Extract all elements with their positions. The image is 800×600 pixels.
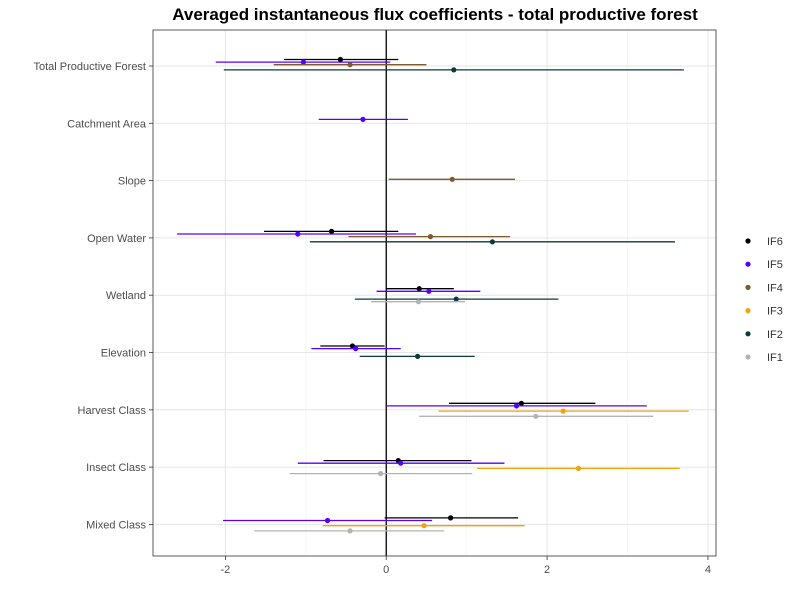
estimate-point <box>451 67 457 73</box>
legend-label: IF6 <box>767 236 783 248</box>
estimate-point <box>533 413 539 419</box>
legend-swatch <box>745 261 751 267</box>
y-tick-label: Mixed Class <box>86 519 146 531</box>
y-tick-label: Insect Class <box>86 462 146 474</box>
estimate-point <box>398 460 404 466</box>
y-tick-label: Harvest Class <box>78 405 147 417</box>
estimate-point <box>328 228 335 234</box>
estimate-point <box>453 296 459 302</box>
legend-label: IF3 <box>767 306 783 318</box>
estimate-point <box>426 288 432 294</box>
legend-swatch <box>745 308 751 314</box>
legend-swatch <box>745 354 751 360</box>
estimate-point <box>518 400 524 406</box>
estimate-point <box>449 176 455 182</box>
estimate-point <box>416 286 422 292</box>
legend-label: IF4 <box>767 282 783 294</box>
x-tick-label: -2 <box>220 564 230 576</box>
plot-panel <box>153 30 716 556</box>
y-tick-label: Slope <box>118 176 146 188</box>
estimate-point <box>415 353 421 359</box>
estimate-point <box>415 299 422 305</box>
legend: IF6 IF5 IF4 IF3 IF2 IF1 <box>745 236 783 364</box>
y-tick-label: Open Water <box>87 233 146 245</box>
estimate-point <box>427 234 434 240</box>
estimate-point <box>324 517 331 524</box>
grid-layer <box>153 30 716 556</box>
legend-label: IF2 <box>767 329 783 341</box>
legend-label: IF1 <box>767 352 783 364</box>
x-tick-label: 4 <box>705 564 711 576</box>
legend-swatch <box>745 238 751 244</box>
plot-border <box>152 29 717 557</box>
estimate-point <box>447 515 454 521</box>
legend-label: IF5 <box>767 259 783 271</box>
y-tick-label: Wetland <box>106 290 146 302</box>
estimate-point <box>337 56 343 63</box>
y-tick-label: Elevation <box>101 348 146 360</box>
axis-layer: Total Productive Forest Catchment Area Slo… <box>34 61 712 576</box>
y-tick-label: Catchment Area <box>67 118 147 130</box>
estimate-point <box>360 116 366 122</box>
estimate-point <box>575 465 582 471</box>
x-tick-label: 2 <box>544 564 550 576</box>
legend-swatch <box>745 331 751 337</box>
estimate-point <box>421 523 427 529</box>
y-tick-label: Total Productive Forest <box>34 61 147 73</box>
data-layer <box>177 56 689 534</box>
estimate-point <box>300 59 307 65</box>
estimate-point <box>347 528 353 534</box>
x-tick-label: 0 <box>383 564 389 576</box>
legend-swatch <box>745 284 751 290</box>
chart-title: Averaged instantaneous flux coefficients… <box>172 5 698 24</box>
estimate-point <box>295 231 301 237</box>
estimate-point <box>489 239 496 245</box>
estimate-point <box>347 62 353 68</box>
estimate-point <box>353 346 359 352</box>
estimate-point <box>560 408 566 414</box>
estimate-point <box>378 471 384 477</box>
estimate-point <box>513 403 520 409</box>
